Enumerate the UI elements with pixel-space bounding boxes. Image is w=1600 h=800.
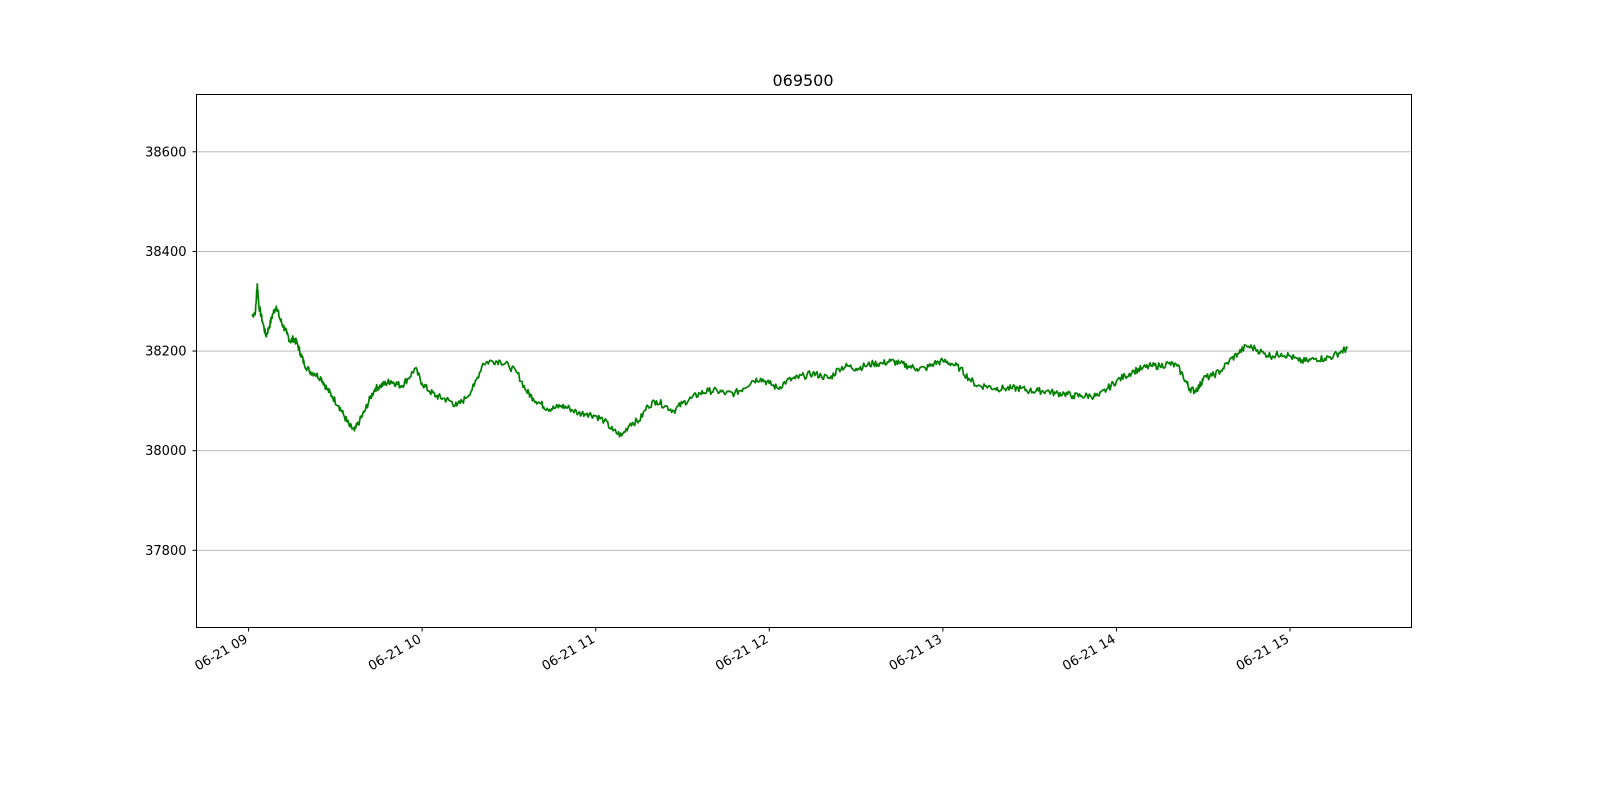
chart-title: 069500 [772, 71, 833, 90]
plot-frame [196, 94, 1412, 628]
y-tick-label: 38400 [145, 245, 186, 260]
y-tick-label: 37800 [145, 544, 186, 559]
grid-layer [196, 151, 1412, 551]
x-tick-label: 06-21 13 [887, 632, 945, 674]
x-tick-label: 06-21 12 [713, 632, 771, 674]
x-tick-label: 06-21 09 [192, 632, 250, 674]
line-layer [251, 282, 1349, 438]
y-tick-label: 38600 [145, 145, 186, 160]
series-line [251, 282, 1349, 438]
x-tick-label: 06-21 11 [540, 632, 598, 674]
x-tick-label: 06-21 15 [1234, 632, 1292, 674]
x-tick-label: 06-21 14 [1060, 632, 1118, 674]
x-axis: 06-21 09 06-21 10 06-21 11 06-21 12 06-21 13… [192, 627, 1292, 674]
x-tick-label: 06-21 10 [366, 632, 424, 674]
y-tick-label: 38200 [145, 345, 186, 360]
y-tick-label: 38000 [145, 444, 186, 459]
y-axis: 37800 38000 38200 38400 38600 [145, 145, 197, 559]
